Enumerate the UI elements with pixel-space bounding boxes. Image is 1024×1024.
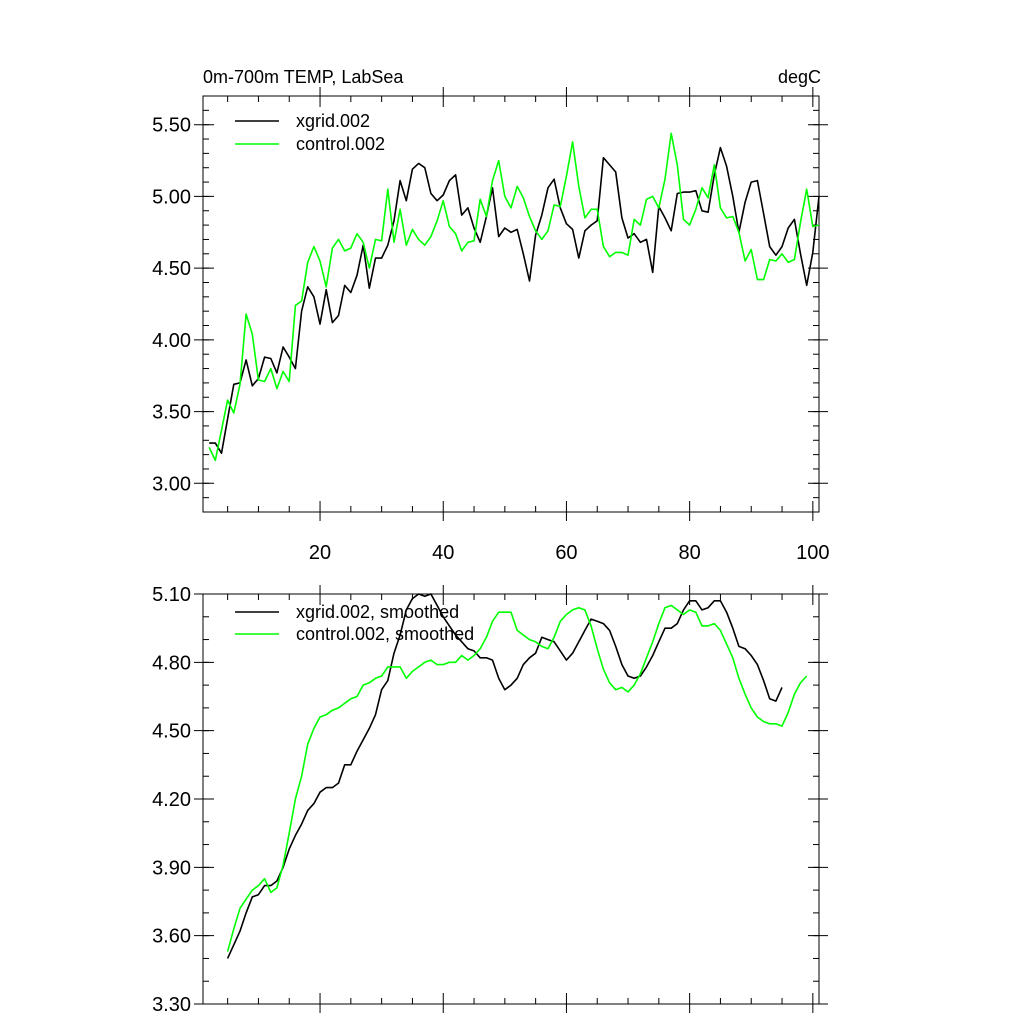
- x-axis: 20 40 60 80 100: [309, 87, 830, 564]
- y-tick-label: 5.10: [152, 584, 191, 606]
- y-tick-label: 4.50: [152, 258, 191, 280]
- y-tick-label: 4.00: [152, 330, 191, 352]
- x-axis: [319, 585, 814, 1013]
- legend: xgrid.002 control.002: [235, 111, 385, 154]
- x-tick-label: 100: [796, 542, 829, 564]
- series-line-control-002-smoothed: [226, 604, 808, 952]
- legend-label-control-smoothed: control.002, smoothed: [296, 624, 474, 644]
- y-tick-label: 4.20: [152, 789, 191, 811]
- legend: xgrid.002, smoothed control.002, smoothe…: [235, 602, 474, 644]
- legend-label-xgrid-smoothed: xgrid.002, smoothed: [296, 602, 459, 622]
- series-lines: [226, 593, 808, 959]
- y-tick-label: 4.80: [152, 652, 191, 674]
- y-tick-label: 3.50: [152, 402, 191, 424]
- x-tick-label: 40: [432, 542, 454, 564]
- series-line-control-002: [208, 132, 820, 462]
- legend-label-control: control.002: [296, 134, 385, 154]
- series-line-xgrid-002-smoothed: [226, 593, 783, 959]
- bottom-panel: 3.30 3.60 3.90 4.20 4.50 4.80 5.10 xgrid.002, …: [152, 584, 828, 1016]
- top-panel: 0m-700m TEMP, LabSea degC 3.00 3.50 4.00 4.…: [152, 67, 829, 564]
- units-label: degC: [778, 67, 821, 87]
- y-axis: 3.00 3.50 4.00 4.50 5.00 5.50: [152, 115, 828, 495]
- y-tick-label: 3.60: [152, 926, 191, 948]
- y-tick-label: 5.50: [152, 115, 191, 137]
- x-tick-label: 20: [309, 542, 331, 564]
- plot-frame: [202, 95, 820, 513]
- y-tick-label: 3.30: [152, 994, 191, 1016]
- legend-label-xgrid: xgrid.002: [296, 111, 370, 131]
- series-line-xgrid-002: [209, 146, 820, 455]
- x-tick-label: 80: [679, 542, 701, 564]
- y-tick-label: 3.00: [152, 473, 191, 495]
- y-tick-label: 4.50: [152, 721, 191, 743]
- x-tick-label: 60: [555, 542, 577, 564]
- chart-title: 0m-700m TEMP, LabSea: [203, 67, 404, 87]
- y-axis: 3.30 3.60 3.90 4.20 4.50 4.80 5.10: [152, 584, 828, 1016]
- series-lines: [208, 132, 820, 462]
- y-tick-label: 3.90: [152, 857, 191, 879]
- y-tick-label: 5.00: [152, 186, 191, 208]
